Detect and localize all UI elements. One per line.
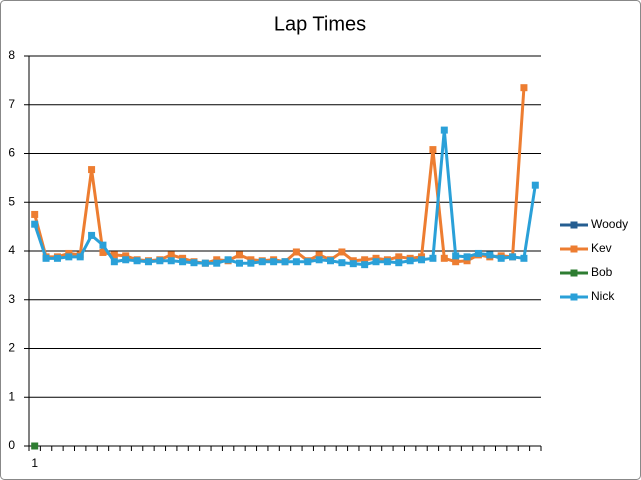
point-marker	[247, 259, 255, 267]
point-marker	[452, 252, 460, 260]
point-marker	[304, 258, 312, 266]
y-tick-label: 6	[8, 146, 15, 160]
point-marker	[440, 254, 448, 262]
point-marker	[429, 146, 437, 154]
point-marker	[509, 253, 517, 261]
point-marker	[281, 258, 289, 266]
legend-label: Nick	[591, 289, 615, 303]
point-marker	[383, 258, 391, 266]
point-marker	[110, 251, 118, 259]
point-marker	[133, 257, 141, 265]
point-marker	[463, 257, 471, 265]
legend-marker	[570, 221, 578, 229]
point-marker	[338, 248, 346, 256]
point-marker	[99, 241, 107, 249]
point-marker	[156, 257, 164, 265]
point-marker	[224, 256, 232, 264]
point-marker	[76, 253, 84, 261]
point-marker	[531, 181, 539, 189]
point-marker	[235, 251, 243, 259]
y-tick-label: 8	[8, 48, 15, 62]
point-marker	[395, 259, 403, 267]
point-marker	[258, 258, 266, 266]
point-marker	[520, 254, 528, 262]
point-marker	[201, 259, 209, 267]
point-marker	[31, 210, 39, 218]
y-tick-label: 4	[8, 243, 15, 257]
legend-label: Bob	[591, 265, 613, 279]
point-marker	[122, 256, 130, 264]
point-marker	[190, 259, 198, 267]
point-marker	[88, 166, 96, 174]
point-marker	[235, 259, 243, 267]
point-marker	[122, 252, 130, 260]
point-marker	[486, 251, 494, 259]
point-marker	[213, 259, 221, 267]
point-marker	[372, 258, 380, 266]
point-marker	[53, 254, 61, 262]
point-marker	[338, 259, 346, 267]
point-marker	[144, 258, 152, 266]
point-marker	[99, 248, 107, 256]
point-marker	[88, 231, 96, 239]
y-tick-label: 1	[8, 389, 15, 403]
y-tick-label: 2	[8, 341, 15, 355]
legend-label: Woody	[591, 217, 628, 231]
y-tick-label: 7	[8, 97, 15, 111]
legend-label: Kev	[591, 241, 612, 255]
point-marker	[429, 254, 437, 262]
x-tick-label: 1	[31, 456, 38, 470]
y-tick-label: 3	[8, 292, 15, 306]
point-marker	[440, 126, 448, 134]
point-marker	[315, 251, 323, 259]
legend-marker	[570, 269, 578, 277]
point-marker	[497, 254, 505, 262]
point-marker	[65, 253, 73, 261]
point-marker	[418, 256, 426, 264]
point-marker	[349, 260, 357, 268]
point-marker	[361, 261, 369, 269]
point-marker	[270, 258, 278, 266]
point-marker	[31, 220, 39, 228]
point-marker	[406, 257, 414, 265]
point-marker	[520, 84, 528, 92]
chart-title: Lap Times	[274, 13, 366, 35]
legend-marker	[570, 245, 578, 253]
point-marker	[361, 256, 369, 264]
point-marker	[179, 258, 187, 266]
point-marker	[292, 248, 300, 256]
point-marker	[167, 257, 175, 265]
point-marker	[31, 442, 39, 450]
point-marker	[452, 258, 460, 266]
point-marker	[315, 256, 323, 264]
y-tick-label: 0	[8, 438, 15, 452]
y-tick-label: 5	[8, 194, 15, 208]
point-marker	[42, 254, 50, 262]
point-marker	[327, 257, 335, 265]
point-marker	[292, 258, 300, 266]
point-marker	[167, 251, 175, 259]
point-marker	[474, 249, 482, 257]
legend-marker	[570, 293, 578, 301]
point-marker	[395, 253, 403, 261]
point-marker	[110, 258, 118, 266]
point-marker	[463, 253, 471, 261]
